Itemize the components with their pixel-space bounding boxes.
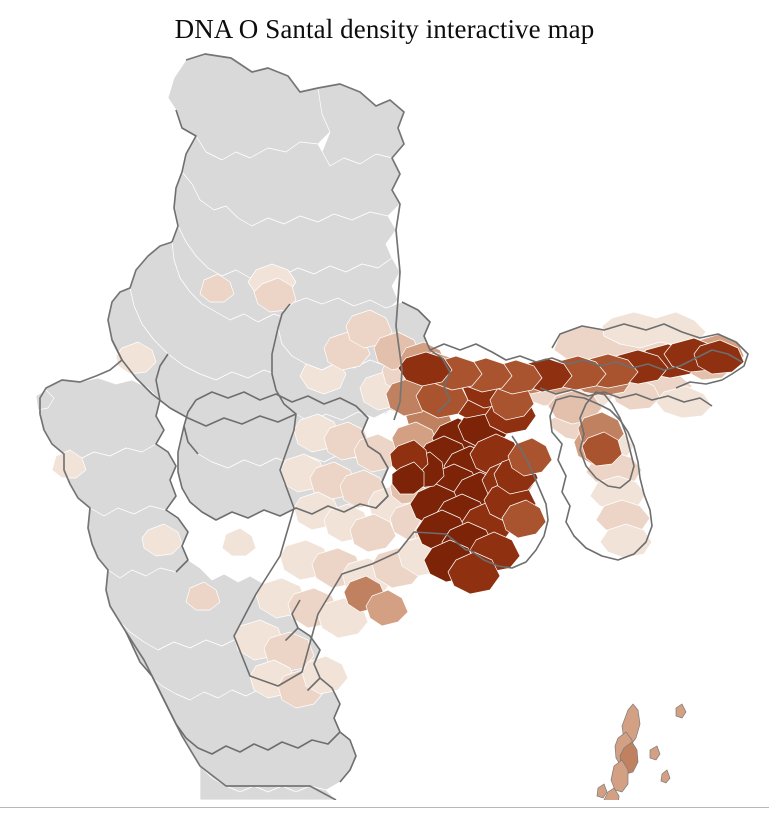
district-layer-high [389, 337, 745, 595]
bottom-divider [0, 807, 769, 808]
india-choropleth-map[interactable] [0, 48, 769, 800]
page-title: DNA O Santal density interactive map [174, 14, 595, 44]
state-outline-layer [39, 53, 749, 800]
map-svg[interactable] [0, 48, 769, 800]
